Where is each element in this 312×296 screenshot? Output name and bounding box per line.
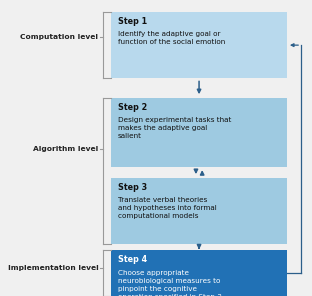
Text: Identify the adaptive goal or
function of the social emotion: Identify the adaptive goal or function o… xyxy=(118,31,225,45)
FancyBboxPatch shape xyxy=(111,250,287,296)
Text: Step 2: Step 2 xyxy=(118,103,147,112)
Text: Algorithm level: Algorithm level xyxy=(33,147,98,152)
Text: Step 3: Step 3 xyxy=(118,183,147,192)
FancyBboxPatch shape xyxy=(111,98,287,167)
Text: Step 4: Step 4 xyxy=(118,255,147,264)
Text: Translate verbal theories
and hypotheses into formal
computational models: Translate verbal theories and hypotheses… xyxy=(118,197,217,219)
Text: Step 1: Step 1 xyxy=(118,17,147,26)
FancyBboxPatch shape xyxy=(111,178,287,244)
Text: Design experimental tasks that
makes the adaptive goal
salient: Design experimental tasks that makes the… xyxy=(118,117,231,139)
FancyBboxPatch shape xyxy=(111,12,287,78)
Text: Computation level: Computation level xyxy=(20,34,98,40)
Text: Implementation level: Implementation level xyxy=(7,266,98,271)
Text: Choose appropriate
neurobiological measures to
pinpoint the cognitive
operation : Choose appropriate neurobiological measu… xyxy=(118,270,222,296)
